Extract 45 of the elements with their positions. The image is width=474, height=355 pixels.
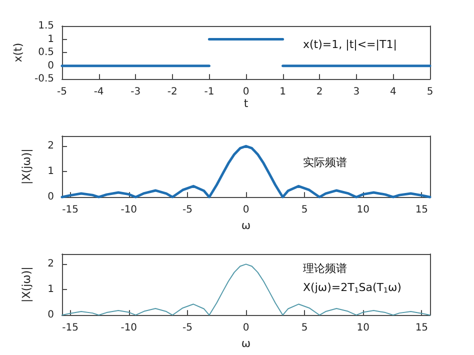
y-axis-title: |X(jω)| xyxy=(20,148,33,184)
y-axis-title: x(t) xyxy=(12,42,25,62)
x-tick-label: 10 xyxy=(356,322,370,334)
annotation: x(t)=1, |t|<=|T1| xyxy=(303,38,397,51)
x-tick-label: -4 xyxy=(94,86,104,98)
x-tick-label: -3 xyxy=(130,86,141,98)
x-tick-label: -2 xyxy=(167,86,178,98)
x-tick-label: -5 xyxy=(182,322,192,334)
x-tick-label: 3 xyxy=(353,86,360,98)
x-tick-label: 0 xyxy=(242,204,250,216)
x-axis-title: ω xyxy=(241,219,251,232)
x-axis-title: ω xyxy=(241,337,251,350)
x-tick-label: 15 xyxy=(415,322,428,334)
x-tick-label: -15 xyxy=(62,204,78,216)
x-tick-label: 2 xyxy=(316,86,323,98)
y-tick-label: 0 xyxy=(48,310,54,321)
x-tick-label: -10 xyxy=(120,322,138,334)
annotation: 理论频谱 xyxy=(303,262,347,275)
y-axis-title: |X(jω)| xyxy=(20,266,33,302)
x-tick-label: -1 xyxy=(204,86,214,98)
x-axis-title: t xyxy=(244,97,249,110)
y-tick-label: 2 xyxy=(48,140,54,152)
y-tick-label: 0 xyxy=(48,192,54,203)
y-tick-label: 1 xyxy=(48,166,54,178)
x-tick-label: -5 xyxy=(182,204,192,216)
x-tick-label: 15 xyxy=(415,204,428,216)
x-tick-label: -15 xyxy=(62,322,78,334)
y-tick-label: 0.5 xyxy=(38,47,54,58)
x-tick-label: 5 xyxy=(426,86,434,98)
y-tick-label: 1 xyxy=(48,284,54,296)
x-tick-label: 0 xyxy=(242,86,250,98)
x-tick-label: 5 xyxy=(301,322,308,334)
x-tick-label: 1 xyxy=(280,86,286,98)
x-tick-label: 4 xyxy=(390,86,396,98)
y-tick-label: -0.5 xyxy=(34,74,54,85)
x-tick-label: 5 xyxy=(301,204,308,216)
y-tick-label: 2 xyxy=(48,258,54,270)
x-tick-label: 10 xyxy=(356,204,370,216)
x-tick-label: -5 xyxy=(57,86,67,98)
y-tick-label: 1 xyxy=(48,34,54,45)
x-tick-label: 0 xyxy=(242,322,250,334)
y-tick-label: 1.5 xyxy=(38,20,54,32)
x-tick-label: -10 xyxy=(120,204,138,216)
y-tick-label: 0 xyxy=(48,60,54,72)
annotation: 实际频谱 xyxy=(303,156,347,169)
